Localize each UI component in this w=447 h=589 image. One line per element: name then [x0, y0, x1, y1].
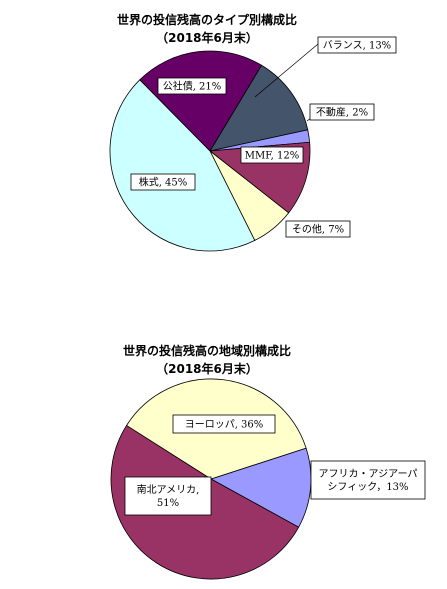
slice-label-text: MMF, 12% [245, 151, 299, 162]
pie-slice [209, 447, 312, 528]
slice-label: 不動産, 2% [309, 103, 375, 121]
slice-label: ヨーロッパ, 36% [172, 414, 276, 434]
slice-label: MMF, 12% [240, 146, 304, 164]
slice-label: 公社債, 21% [157, 77, 227, 95]
slice-label: 南北アメリカ, 51% [124, 476, 212, 516]
slice-label-text: 南北アメリカ, [137, 483, 200, 496]
slice-label-text: シフィック，13% [327, 481, 408, 493]
chart-subtitle: （2018年6月末） [156, 361, 258, 376]
leader-line [254, 43, 319, 98]
chart-title: 世界の投信残高の地域別構成比 [123, 343, 291, 358]
slice-label-box [124, 476, 212, 516]
pie-slice [109, 79, 256, 252]
slice-label-box [240, 146, 304, 164]
slice-label: その他, 7% [285, 220, 351, 238]
slice-label-text: その他, 7% [292, 223, 344, 236]
slice-label-box [130, 173, 196, 191]
chart-title: 世界の投信残高のタイプ別構成比 [117, 12, 297, 27]
slice-label-text: 公社債, 21% [163, 80, 222, 93]
slice-label-box [157, 77, 227, 95]
slice-label-text: アフリカ・アジアーパ [319, 468, 418, 480]
slice-label: バランス, 13% [317, 36, 397, 54]
pie-slice [139, 50, 263, 152]
slice-label-text: 不動産, 2% [316, 106, 368, 119]
slice-label-text: 株式, 45% [139, 176, 188, 189]
slice-label: 株式, 45% [130, 173, 196, 191]
type-pie-chart: 世界の投信残高のタイプ別構成比 （2018年6月末） バランス, 13% 不動産,… [109, 12, 397, 252]
slice-label-box [172, 414, 276, 434]
slice-label-text: ヨーロッパ, 36% [185, 419, 264, 431]
slice-label-text: バランス, 13% [323, 40, 391, 52]
chart-subtitle: （2018年6月末） [156, 30, 258, 45]
slice-label-box [317, 36, 397, 54]
region-pie-chart: 世界の投信残高の地域別構成比 （2018年6月末） アフリカ・アジアーパシフィッ… [110, 343, 426, 580]
slice-label-text: 51% [157, 498, 179, 509]
slice-label-box [309, 103, 375, 121]
slice-label-box [285, 220, 351, 238]
slice-label-box [310, 460, 426, 500]
pie-slice [209, 64, 309, 152]
